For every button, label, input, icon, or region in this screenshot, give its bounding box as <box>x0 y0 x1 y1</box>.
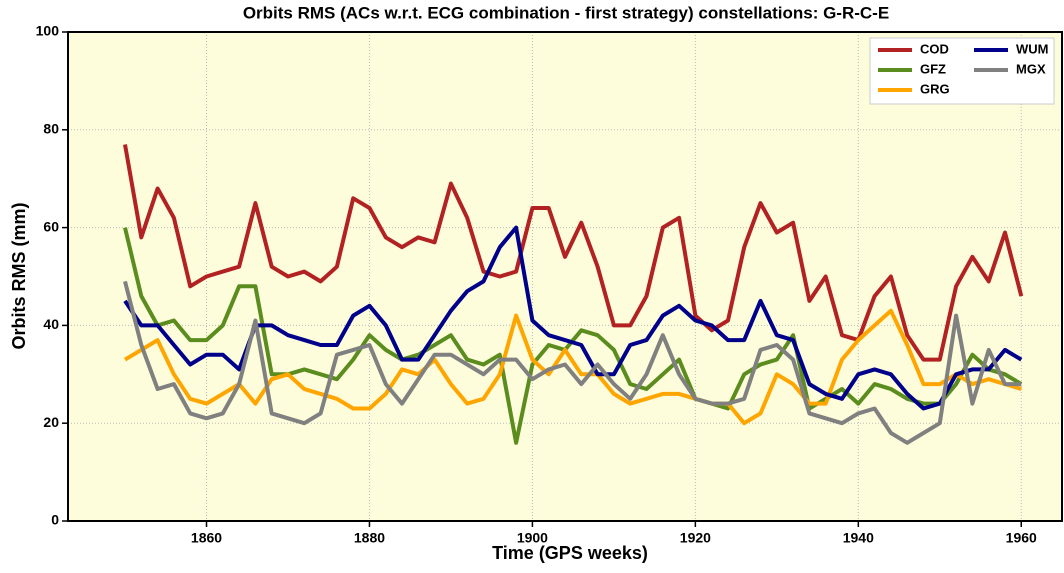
x-tick-label: 1900 <box>517 530 548 546</box>
x-tick-label: 1940 <box>843 530 874 546</box>
legend-label: WUM <box>1016 41 1049 56</box>
x-tick-label: 1880 <box>354 530 385 546</box>
chart-title: Orbits RMS (ACs w.r.t. ECG combination -… <box>243 3 889 22</box>
plot-frame <box>67 31 1063 522</box>
y-tick-label: 100 <box>36 23 60 39</box>
legend-label: GFZ <box>920 61 946 76</box>
series-line <box>123 144 1024 362</box>
x-axis-label: Time (GPS weeks) <box>492 543 648 563</box>
x-tick-label: 1920 <box>680 530 711 546</box>
plot-area <box>68 32 1062 521</box>
series-line <box>123 227 1023 445</box>
y-tick-label: 40 <box>43 316 59 332</box>
y-tick-label: 80 <box>43 121 59 137</box>
legend-label: MGX <box>1016 61 1046 76</box>
y-tick-label: 0 <box>51 512 59 528</box>
series-line <box>123 280 1022 445</box>
series-line <box>123 225 1023 411</box>
y-tick-label: 60 <box>43 218 59 234</box>
x-tick-label: 1860 <box>191 530 222 546</box>
y-axis-label: Orbits RMS (mm) <box>9 202 29 349</box>
legend-label: GRG <box>920 81 950 96</box>
y-tick-label: 20 <box>43 414 59 430</box>
legend-label: COD <box>920 41 949 56</box>
series-line <box>123 308 1022 426</box>
x-tick-label: 1960 <box>1006 530 1037 546</box>
